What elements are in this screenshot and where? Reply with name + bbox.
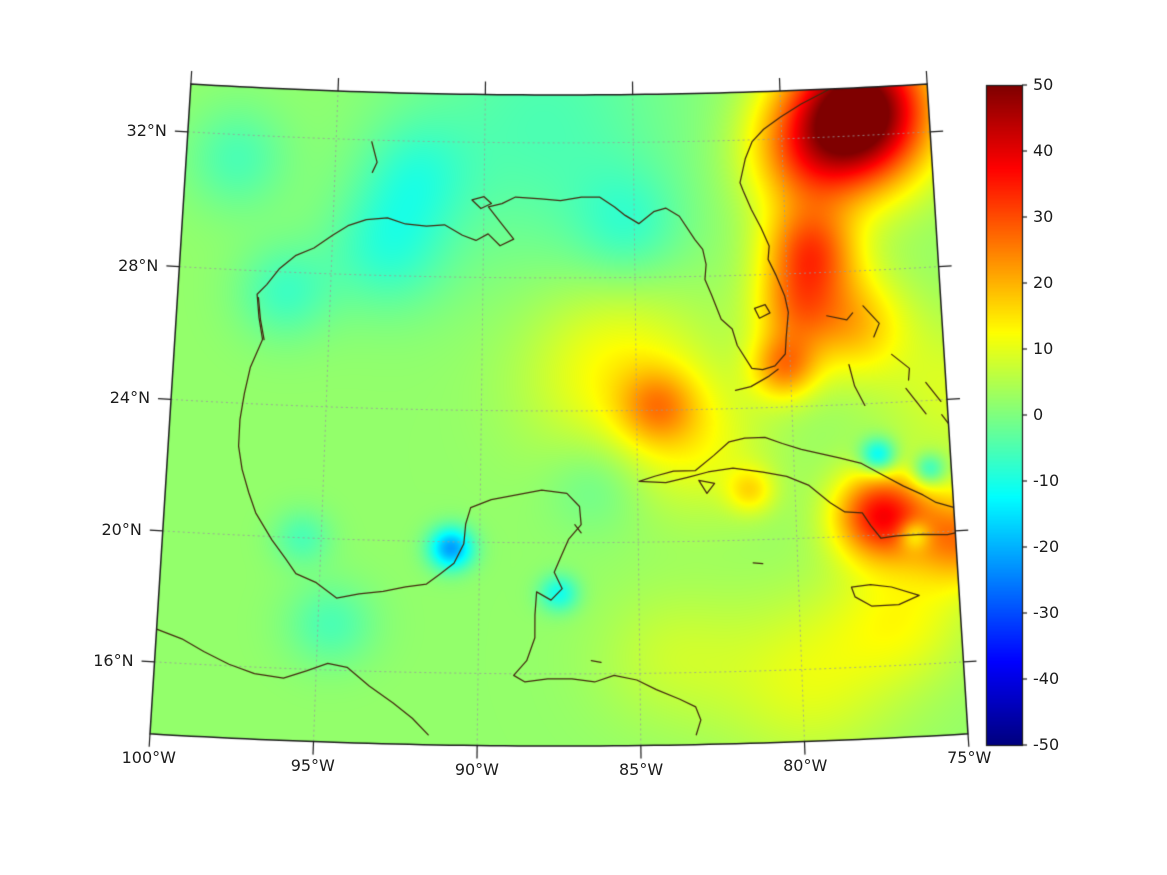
colorbar-tick-label: 50 <box>1033 75 1054 94</box>
colorbar-tick-label: -40 <box>1033 669 1060 688</box>
colorbar-tick-label: 20 <box>1033 273 1054 292</box>
colorbar-tick-label: -50 <box>1033 735 1060 754</box>
colorbar-tick-label: -10 <box>1033 471 1060 490</box>
lat-tick-label: 16°N <box>93 650 134 670</box>
lat-tick-label: 28°N <box>118 255 159 275</box>
lon-tick-label: 85°W <box>618 759 664 779</box>
colorbar-tick-label: -30 <box>1033 603 1060 622</box>
colorbar-tick-label: 40 <box>1033 141 1054 160</box>
colorbar-tick-label: -20 <box>1033 537 1060 556</box>
lon-tick-label: 80°W <box>783 755 828 775</box>
lat-tick-label: 20°N <box>101 519 142 539</box>
colorbar-tick-label: 30 <box>1033 207 1054 226</box>
lon-tick-label: 95°W <box>290 755 335 775</box>
colorbar-tick-label: 0 <box>1033 405 1044 424</box>
lat-tick-label: 32°N <box>126 120 167 140</box>
lat-tick-label: 24°N <box>109 388 151 408</box>
lon-tick-label: 75°W <box>947 747 992 767</box>
lon-tick-label: 100°W <box>121 747 176 767</box>
lon-tick-label: 90°W <box>454 759 499 779</box>
colorbar-tick-label: 10 <box>1033 339 1054 358</box>
